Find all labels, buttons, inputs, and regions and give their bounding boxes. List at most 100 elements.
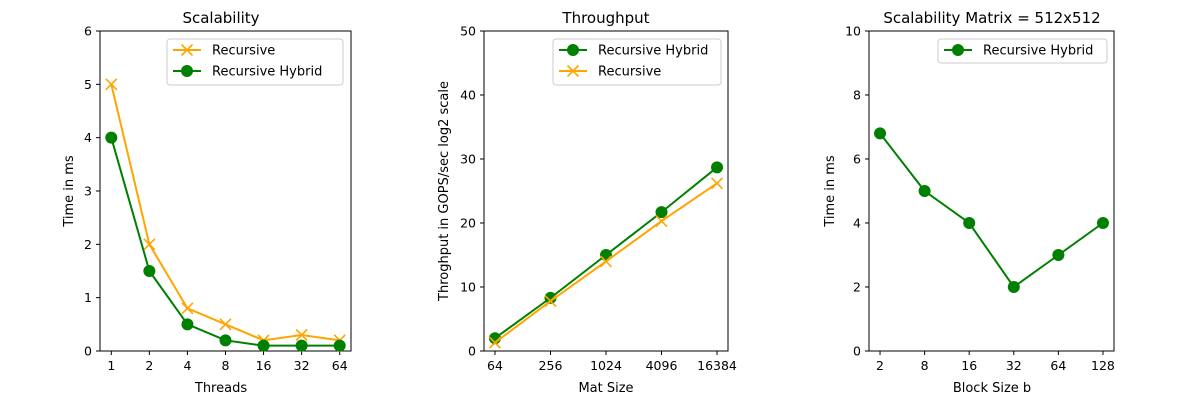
y-tick-label: 4 xyxy=(853,216,861,231)
x-tick-label: 64 xyxy=(332,358,348,373)
data-point xyxy=(333,339,346,352)
legend-item: Recursive Hybrid xyxy=(559,44,708,59)
y-axis-label: Time in ms xyxy=(823,155,838,228)
legend-marker-stroke xyxy=(566,64,580,78)
data-point xyxy=(1096,217,1109,229)
y-tick-label: 0 xyxy=(84,344,92,359)
y-tick-label: 30 xyxy=(460,152,476,167)
data-point-stroke xyxy=(599,255,613,268)
chart-title: Scalability xyxy=(182,9,259,27)
series-recursive xyxy=(105,78,346,347)
y-tick-label: 2 xyxy=(853,280,861,295)
y-tick-label: 0 xyxy=(853,344,861,359)
data-point-stroke xyxy=(181,302,194,315)
data-point-stroke xyxy=(219,318,232,331)
data-point xyxy=(181,302,194,315)
legend-marker-stroke xyxy=(180,43,194,57)
legend-marker xyxy=(566,64,580,78)
y-axis-label: Throghput in GOPS/sec log2 scale xyxy=(437,81,452,302)
data-point xyxy=(143,265,156,277)
data-point-stroke xyxy=(105,78,118,91)
y-tick-label: 0 xyxy=(468,344,476,359)
data-point-stroke xyxy=(544,295,557,308)
data-point-stroke xyxy=(295,328,308,342)
x-tick-label: 64 xyxy=(1050,358,1066,373)
chart-scalability-block-size: Scalability Matrix = 512x512 Block Size … xyxy=(823,9,1115,396)
y-tick-label: 5 xyxy=(84,77,92,92)
data-point xyxy=(105,131,118,144)
data-point xyxy=(874,127,887,140)
x-tick-label: 1 xyxy=(107,358,115,373)
legend: Recursive Recursive Hybrid xyxy=(166,38,344,86)
data-point xyxy=(219,318,232,331)
x-tick-label: 128 xyxy=(1091,358,1115,373)
y-tick-label: 10 xyxy=(845,24,861,39)
legend-item: Recursive xyxy=(559,65,661,80)
legend-marker xyxy=(952,44,964,56)
x-tick-label: 2 xyxy=(876,358,884,373)
x-tick-label: 32 xyxy=(1006,358,1022,373)
y-tick-label: 3 xyxy=(84,184,92,199)
data-point xyxy=(219,334,232,347)
x-tick-label: 256 xyxy=(539,358,563,373)
data-point-stroke xyxy=(655,215,668,228)
y-axis-label: Time in ms xyxy=(62,155,77,228)
legend-label: Recursive Hybrid xyxy=(983,44,1093,59)
x-tick-label: 1024 xyxy=(590,358,622,373)
legend-label: Recursive Hybrid xyxy=(598,44,708,59)
data-point xyxy=(655,215,668,228)
x-tick-label: 2 xyxy=(145,358,153,373)
x-tick-label: 8 xyxy=(921,358,929,373)
chart-title: Throughput xyxy=(561,9,649,27)
x-tick-label: 16 xyxy=(256,358,272,373)
data-point-stroke xyxy=(488,336,502,349)
data-point-stroke xyxy=(710,177,724,190)
data-point xyxy=(1052,249,1065,261)
legend-item: Recursive xyxy=(173,44,275,59)
legend-frame xyxy=(166,38,344,86)
y-tick-label: 2 xyxy=(84,237,92,252)
x-tick-label: 32 xyxy=(294,358,310,373)
chart-title: Scalability Matrix = 512x512 xyxy=(883,9,1100,27)
x-axis-label: Block Size b xyxy=(953,381,1031,396)
data-point xyxy=(710,177,724,190)
x-tick-label: 8 xyxy=(222,358,230,373)
legend-marker xyxy=(181,65,193,77)
series-line xyxy=(879,132,1104,289)
data-point xyxy=(1007,281,1020,293)
y-tick-label: 4 xyxy=(84,130,92,145)
legend-frame xyxy=(552,38,722,86)
data-point xyxy=(488,336,502,349)
y-tick-label: 1 xyxy=(84,290,92,305)
data-point xyxy=(295,339,308,352)
legend: Recursive Hybrid xyxy=(937,38,1108,64)
data-point xyxy=(105,78,118,91)
data-point xyxy=(143,238,156,251)
x-tick-label: 4096 xyxy=(646,358,678,373)
y-tick-label: 10 xyxy=(460,280,476,295)
x-axis-label: Threads xyxy=(194,381,247,396)
x-tick-label: 16 xyxy=(961,358,977,373)
data-point xyxy=(181,318,194,331)
series-line xyxy=(494,182,718,344)
x-tick-label: 64 xyxy=(487,358,503,373)
data-point xyxy=(599,255,613,268)
series-recursive-hybrid xyxy=(874,127,1109,293)
y-tick-label: 6 xyxy=(84,24,92,39)
series-line xyxy=(110,137,340,347)
series-recursive-hybrid xyxy=(488,161,724,345)
y-tick-label: 50 xyxy=(460,24,476,39)
x-tick-label: 16384 xyxy=(697,358,737,373)
plot-area xyxy=(868,30,1115,352)
legend: Recursive Hybrid Recursive xyxy=(552,38,722,86)
data-point xyxy=(918,185,931,197)
series-recursive xyxy=(488,177,724,349)
chart-throughput: Throughput Mat Size Throghput in GOPS/se… xyxy=(437,9,737,396)
data-point-stroke xyxy=(143,238,156,251)
x-tick-label: 4 xyxy=(183,358,191,373)
data-point xyxy=(295,328,308,342)
legend-item: Recursive Hybrid xyxy=(944,44,1093,59)
x-axis-label: Mat Size xyxy=(578,381,633,396)
legend-marker xyxy=(180,43,194,57)
